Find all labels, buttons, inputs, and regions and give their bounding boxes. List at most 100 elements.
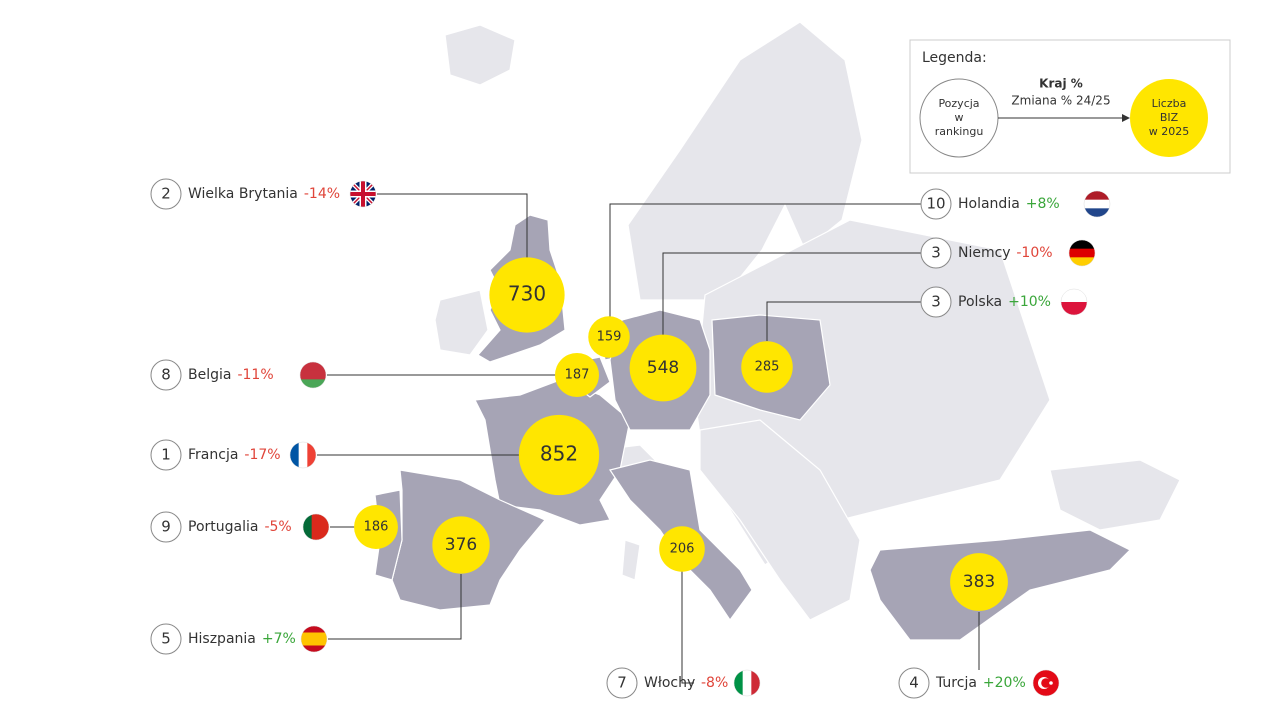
country-name: Hiszpania [188, 631, 256, 647]
country-change: +8% [1026, 196, 1060, 212]
bubbles: 730 159 548 285 187 852 186 376 206 383 [354, 257, 1008, 611]
country-name: Belgia [188, 367, 231, 383]
flag-part [1041, 678, 1051, 688]
rank-label: 7 [617, 674, 627, 692]
value-bubble [588, 316, 630, 358]
rank-circle [606, 667, 638, 699]
value-label: 730 [508, 282, 546, 306]
rank-label: 4 [909, 674, 919, 692]
flag-part [301, 632, 327, 640]
country-name: Portugalia [188, 519, 258, 535]
country-label: Włochy -8% [644, 675, 728, 691]
flag-part [1084, 199, 1110, 209]
country-name: Holandia [958, 196, 1020, 212]
flag-part [311, 514, 321, 540]
value-bubble [629, 334, 697, 402]
flag [350, 181, 376, 207]
value-label: 159 [597, 330, 622, 345]
leader-line [766, 301, 921, 341]
legend-rank-text: Pozycja [938, 97, 979, 110]
flag-part [1084, 191, 1110, 201]
country-label: Wielka Brytania -14% [188, 186, 340, 202]
leader-line [377, 193, 528, 259]
flag-part [301, 639, 327, 646]
flag [290, 442, 316, 468]
legend-title: Legenda: [922, 50, 987, 66]
legend-value-circle [1130, 79, 1208, 157]
legend-value-text: BIZ [1160, 111, 1179, 124]
flag-part [300, 362, 326, 372]
value-label: 548 [647, 358, 679, 378]
flag-part [734, 670, 744, 696]
leader-line [662, 252, 921, 336]
flag [303, 514, 329, 540]
flag [1084, 191, 1110, 217]
flag-outline [299, 361, 327, 389]
value-bubble [659, 526, 705, 572]
flag-outline [302, 513, 330, 541]
leader-lines [317, 193, 980, 684]
flag-outline [1032, 669, 1060, 697]
flag-part [1069, 257, 1095, 266]
country-name: Wielka Brytania [188, 186, 298, 202]
leader-line [609, 203, 921, 318]
value-label: 186 [364, 520, 389, 535]
flag-part [290, 442, 300, 468]
rank-circle [150, 439, 182, 471]
legend-change: Zmiana % 24/25 [1011, 94, 1110, 108]
country-name: Niemcy [958, 245, 1010, 261]
country-label: Belgia -11% [188, 367, 274, 383]
flag-part [1061, 302, 1087, 315]
rank-label: 2 [161, 185, 171, 203]
rank-circle [920, 188, 952, 220]
country-label: Holandia +8% [958, 196, 1060, 212]
legend-value-text: Liczba [1152, 97, 1187, 110]
rank-label: 9 [161, 518, 171, 536]
flag [301, 626, 327, 652]
rank-label: 3 [931, 293, 941, 311]
value-bubble [555, 353, 599, 397]
rank-circle [150, 623, 182, 655]
rank-label: 10 [926, 195, 945, 213]
country-name: Włochy [644, 675, 695, 691]
value-bubble [741, 341, 793, 393]
flag-part [1061, 289, 1087, 303]
flag-outline [1083, 190, 1111, 218]
flag-part [1069, 248, 1095, 258]
country-change: -5% [264, 519, 291, 535]
value-bubble [950, 553, 1008, 611]
leader-line [328, 574, 462, 640]
country-label: Francja -17% [188, 447, 281, 463]
value-bubble [518, 414, 600, 496]
flag [1069, 240, 1095, 266]
value-bubble [432, 516, 490, 574]
flag-part [298, 442, 308, 468]
rank-circle [920, 237, 952, 269]
flag-part [301, 645, 327, 652]
country-change: -8% [701, 675, 728, 691]
flag-part [300, 370, 326, 380]
flag [1033, 670, 1059, 696]
rank-label: 5 [161, 630, 171, 648]
country-change: -10% [1016, 245, 1052, 261]
value-label: 852 [540, 442, 578, 466]
country-name: Turcja [935, 675, 977, 691]
legend: Legenda: Pozycja w rankingu Kraj % Zmian… [909, 39, 1231, 174]
value-label: 383 [963, 572, 995, 592]
flag-part [1049, 681, 1053, 685]
rank-label: 1 [161, 446, 171, 464]
rank-circle [898, 667, 930, 699]
country-change: +10% [1008, 294, 1051, 310]
country-label: Portugalia -5% [188, 519, 292, 535]
legend-country: Kraj % [1039, 77, 1083, 91]
legend-rank-text: w [955, 111, 964, 124]
country-label: Niemcy -10% [958, 245, 1053, 261]
flag-part [300, 379, 326, 388]
flag-part [742, 670, 752, 696]
value-bubble [354, 505, 398, 549]
flag-part [1084, 208, 1110, 217]
rank-circle [150, 178, 182, 210]
rank-circle [150, 511, 182, 543]
rank-label: 3 [931, 244, 941, 262]
